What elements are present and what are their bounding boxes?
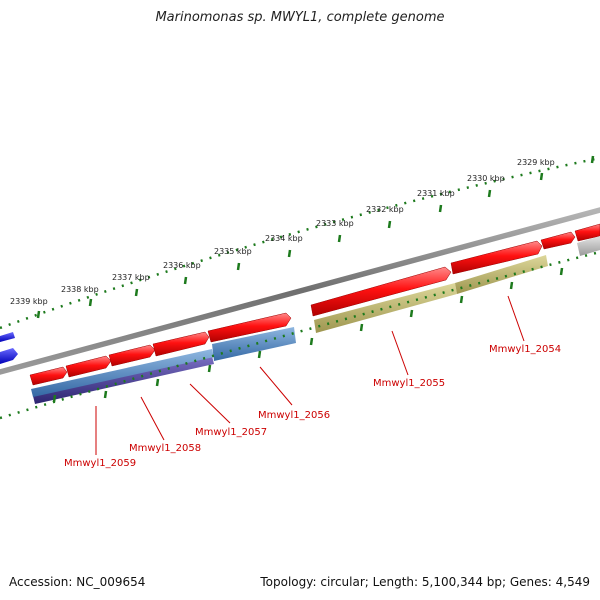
scale-major-tick	[287, 249, 292, 258]
inner-scale-major-ticks	[52, 267, 564, 403]
feature-bars	[0, 236, 600, 404]
feature-bar-blue[interactable]	[31, 349, 214, 397]
scale-major-tick	[36, 310, 41, 319]
gene-arrow-left-edge[interactable]	[0, 332, 15, 342]
gene-arrow[interactable]	[450, 240, 543, 275]
scale-label: 2332 kbp	[366, 205, 404, 214]
gene-arrow[interactable]	[29, 366, 68, 386]
gene-label[interactable]: Mmwyl1_2056	[258, 410, 330, 421]
scale-major-tick	[409, 309, 414, 318]
scale-major-tick	[88, 298, 93, 307]
map-title: Marinomonas sp. MWYL1, complete genome	[155, 10, 445, 25]
scale-major-tick	[207, 364, 212, 373]
gene-arrow[interactable]	[574, 223, 600, 242]
feature-bar-olive[interactable]	[314, 283, 457, 333]
genome-summary-text: Topology: circular; Length: 5,100,344 bp…	[260, 575, 590, 589]
scale-label: 2330 kbp	[467, 174, 505, 183]
scale-major-tick	[590, 155, 595, 164]
scale-label: 2331 kbp	[417, 189, 455, 198]
scale-major-tick	[155, 378, 160, 387]
scale-major-tick	[103, 390, 108, 399]
scale-major-tick	[359, 323, 364, 332]
scale-major-tick	[309, 337, 314, 346]
scale-labels: 2339 kbp 2338 kbp 2337 kbp 2336 kbp 2335 kbp…	[10, 158, 555, 306]
gene-arrow[interactable]	[310, 266, 452, 317]
gene-arrow[interactable]	[207, 312, 292, 343]
gene-arrow[interactable]	[540, 231, 576, 250]
gene-arrow[interactable]	[65, 355, 112, 378]
scale-major-tick	[337, 234, 342, 243]
scale-major-tick	[52, 394, 57, 403]
feature-bar-gray[interactable]	[577, 236, 600, 256]
scale-label: 2335 kbp	[214, 247, 252, 256]
gene-labels: Mmwyl1_2059 Mmwyl1_2058 Mmwyl1_2057 Mmwy…	[64, 344, 561, 469]
scale-label: 2334 kbp	[265, 234, 303, 243]
gene-arrow[interactable]	[108, 344, 156, 367]
gene-arrow[interactable]	[152, 331, 210, 357]
outer-scale-major-ticks	[36, 155, 595, 319]
scale-major-tick	[134, 288, 139, 297]
gene-label[interactable]: Mmwyl1_2058	[129, 443, 201, 454]
gene-label[interactable]: Mmwyl1_2054	[489, 344, 561, 355]
genome-backbone	[0, 207, 600, 375]
label-pointer-lines	[95, 295, 525, 455]
inner-scale-ring	[0, 250, 600, 420]
scale-major-tick	[459, 295, 464, 304]
scale-major-tick	[257, 350, 262, 359]
scale-major-tick	[387, 220, 392, 229]
scale-label: 2339 kbp	[10, 297, 48, 306]
scale-label: 2329 kbp	[517, 158, 555, 167]
scale-label: 2337 kbp	[112, 273, 150, 282]
scale-label: 2333 kbp	[316, 219, 354, 228]
outer-scale-ring: 2339 kbp 2338 kbp 2337 kbp 2336 kbp 2335 kbp…	[0, 155, 600, 330]
scale-major-tick	[183, 276, 188, 285]
scale-label: 2336 kbp	[163, 261, 201, 270]
scale-label: 2338 kbp	[61, 285, 99, 294]
gene-label[interactable]: Mmwyl1_2057	[195, 427, 267, 438]
gene-label[interactable]: Mmwyl1_2055	[373, 378, 445, 389]
scale-major-tick	[509, 281, 514, 290]
scale-major-tick	[236, 262, 241, 271]
accession-text: Accession: NC_009654	[9, 575, 146, 589]
feature-bar-dark-blue[interactable]	[0, 348, 18, 364]
scale-major-tick	[559, 267, 564, 276]
scale-major-tick	[438, 204, 443, 213]
feature-bar-olive[interactable]	[455, 255, 548, 294]
scale-major-tick	[487, 189, 492, 198]
scale-major-tick	[539, 172, 544, 181]
gene-label[interactable]: Mmwyl1_2059	[64, 458, 136, 469]
gene-arrows	[0, 223, 600, 386]
feature-bar-blue[interactable]	[212, 327, 296, 361]
